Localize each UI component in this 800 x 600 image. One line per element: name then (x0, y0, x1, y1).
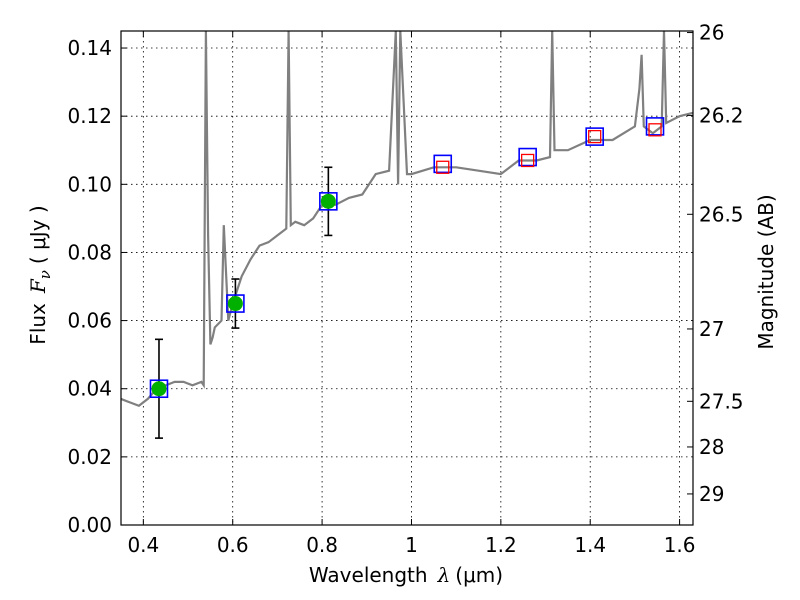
y-tick-label: 0.04 (67, 377, 112, 401)
observed-point (320, 193, 336, 209)
y-tick-label: 0.08 (67, 240, 112, 264)
model-square (319, 192, 338, 211)
limit-square (588, 129, 602, 144)
plot-frame (120, 30, 694, 526)
y-axis-title-word: Flux (26, 303, 50, 345)
y-axis-symbol: F (26, 278, 50, 294)
y-tick-label: 0.02 (67, 445, 112, 469)
axis-ticks: 0.4 0.6 0.8 1 1.2 1.4 1.6 0.00 0.02 0.04 0.06 0.08 0… (67, 21, 743, 557)
y2-tick-label: 26.2 (699, 103, 744, 127)
limit-square (648, 123, 662, 137)
x-tick-label: 1 (405, 533, 418, 557)
y-tick-label: 0.14 (67, 36, 112, 60)
y-tick-label: 0.00 (67, 513, 112, 537)
x-axis-symbol: λ (437, 563, 451, 587)
model-square (518, 147, 537, 167)
y2-axis-title: Magnitude (AB) (754, 194, 778, 349)
y-tick-label: 0.06 (67, 309, 112, 333)
x-tick-label: 0.6 (217, 533, 249, 557)
observed-point (227, 296, 243, 312)
x-tick-label: 1.4 (574, 533, 606, 557)
limit-square (521, 153, 535, 168)
y-tick-label: 0.10 (67, 172, 112, 196)
plot-area (121, 31, 693, 439)
x-axis-unit: (μm) (455, 563, 503, 587)
x-tick-label: 1.2 (485, 533, 517, 557)
y-axis-title: Flux Fν ( μJy ) (26, 205, 54, 344)
y2-tick-label: 26 (699, 21, 724, 45)
limit-square (436, 160, 450, 174)
x-tick-label: 0.8 (306, 533, 338, 557)
y2-tick-label: 27.5 (699, 389, 744, 413)
y-tick-label: 0.12 (67, 104, 112, 128)
x-axis-title-word: Wavelength (309, 563, 428, 587)
model-square (149, 379, 169, 399)
y-axis-unit: ( μJy ) (26, 205, 50, 264)
y2-tick-label: 28 (699, 435, 724, 459)
x-axis-title: Wavelength λ (μm) (309, 563, 503, 587)
x-tick-label: 1.6 (664, 533, 696, 557)
x-tick-label: 0.4 (127, 533, 159, 557)
model-square (585, 127, 604, 146)
y-axis-subscript: ν (36, 270, 54, 279)
y2-tick-label: 27 (699, 317, 724, 341)
y2-tick-label: 26.5 (699, 202, 744, 226)
observed-point (151, 381, 167, 397)
y2-tick-label: 29 (699, 482, 724, 506)
model-square (226, 294, 245, 313)
model-square (433, 154, 453, 174)
model-square (645, 117, 665, 136)
